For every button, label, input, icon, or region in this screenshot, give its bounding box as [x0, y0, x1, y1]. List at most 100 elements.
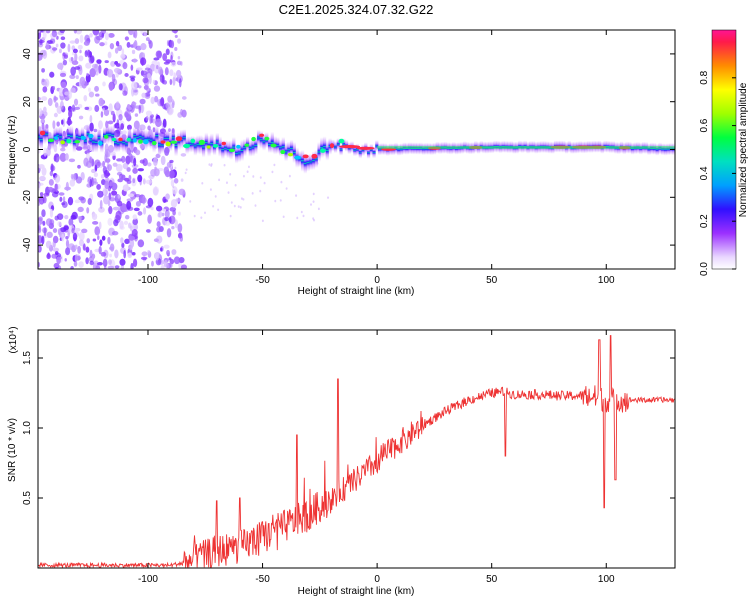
noise-blob [130, 225, 133, 232]
noise-blob [66, 119, 73, 125]
noise-blob [174, 47, 178, 51]
noise-blob [55, 43, 59, 48]
noise-blob [98, 120, 103, 130]
noise-blob [104, 41, 108, 46]
noise-blob [42, 86, 48, 93]
noise-blob [145, 110, 153, 116]
noise-blob [172, 209, 176, 216]
peak-blob [170, 140, 178, 144]
noise-blob [184, 171, 187, 175]
noise-blob [273, 163, 276, 167]
band-slice [234, 143, 239, 164]
noise-blob [128, 153, 133, 163]
colorbar: 0.0 0.2 0.4 0.6 0.8 Normalized spectral ampl… [699, 29, 749, 276]
noise-blob [92, 238, 97, 242]
noise-blob [172, 76, 176, 86]
noise-blob [134, 193, 141, 198]
noise-blob [57, 221, 62, 227]
band-slice [322, 136, 327, 157]
peak-blob [206, 145, 211, 149]
peak-blob [251, 136, 256, 142]
noise-blob [48, 186, 53, 191]
band-slice [108, 125, 112, 144]
noise-blob [97, 190, 104, 198]
noise-blob [165, 101, 172, 110]
noise-blob [74, 254, 78, 263]
noise-blob [95, 93, 100, 97]
noise-blob [259, 189, 262, 193]
noise-blob [71, 104, 76, 112]
band-slice [372, 146, 376, 159]
noise-blob [140, 43, 147, 51]
noise-blob [113, 67, 121, 73]
noise-blob [169, 78, 173, 86]
noise-blob [43, 192, 50, 197]
noise-blob [67, 43, 71, 53]
noise-blob [208, 163, 211, 166]
x-tick-label: 0 [374, 275, 380, 286]
noise-blob [56, 121, 60, 127]
noise-blob [70, 265, 74, 269]
snr-series-line [38, 335, 675, 568]
band-slice [113, 132, 118, 153]
noise-blob [74, 227, 81, 232]
peak-blob [138, 139, 143, 144]
snr-xlabel: Height of straight line (km) [298, 586, 415, 597]
noise-blob [101, 235, 106, 241]
band-slice [141, 128, 145, 148]
noise-blob [164, 67, 169, 76]
noise-blob [150, 116, 154, 124]
noise-blob [107, 200, 111, 207]
x-tick-label: 50 [486, 574, 498, 585]
noise-blob [83, 94, 88, 102]
noise-blob [145, 115, 149, 122]
band-slice [333, 141, 338, 154]
noise-blob [309, 203, 312, 206]
x-tick-label: -50 [255, 574, 270, 585]
noise-blob [169, 170, 175, 179]
noise-blob [99, 199, 103, 210]
noise-blob [39, 192, 44, 197]
noise-blob [302, 214, 305, 218]
noise-blob [156, 65, 159, 70]
band-slice [155, 125, 159, 146]
noise-blob [57, 265, 62, 269]
noise-blob [42, 30, 47, 40]
noise-blob [60, 42, 66, 49]
band-slice [311, 151, 316, 170]
x-tick-label: -100 [138, 275, 158, 286]
figure-title: C2E1.2025.324.07.32.G22 [279, 2, 434, 17]
noise-blob [78, 261, 84, 268]
band-slice [86, 123, 90, 145]
noise-blob [178, 256, 185, 264]
noise-blob [131, 251, 136, 256]
peak-blob [339, 145, 361, 149]
noise-blob [107, 51, 112, 59]
noise-blob [140, 256, 148, 260]
noise-blob [144, 67, 151, 71]
peak-blob [311, 153, 318, 159]
noise-blob [201, 181, 204, 185]
noise-blob [98, 221, 102, 230]
noise-blob [55, 183, 59, 193]
band-slice [399, 143, 404, 156]
band-slice [666, 143, 670, 156]
noise-blob [107, 164, 112, 172]
band-slice [221, 140, 225, 160]
band-slice [278, 139, 283, 157]
noise-blob [89, 179, 93, 188]
noise-blob [38, 30, 41, 33]
noise-blob [173, 256, 181, 265]
noise-blob [154, 252, 160, 261]
noise-blob [116, 200, 123, 207]
band-slice [369, 143, 373, 156]
band-slice [111, 125, 115, 146]
noise-blob [86, 207, 90, 214]
noise-blob [138, 104, 142, 114]
noise-blob [132, 258, 138, 268]
noise-blob [109, 253, 112, 258]
noise-blob [91, 168, 96, 174]
noise-blob [274, 199, 277, 203]
noise-blob [101, 32, 105, 39]
noise-blob [124, 177, 130, 182]
